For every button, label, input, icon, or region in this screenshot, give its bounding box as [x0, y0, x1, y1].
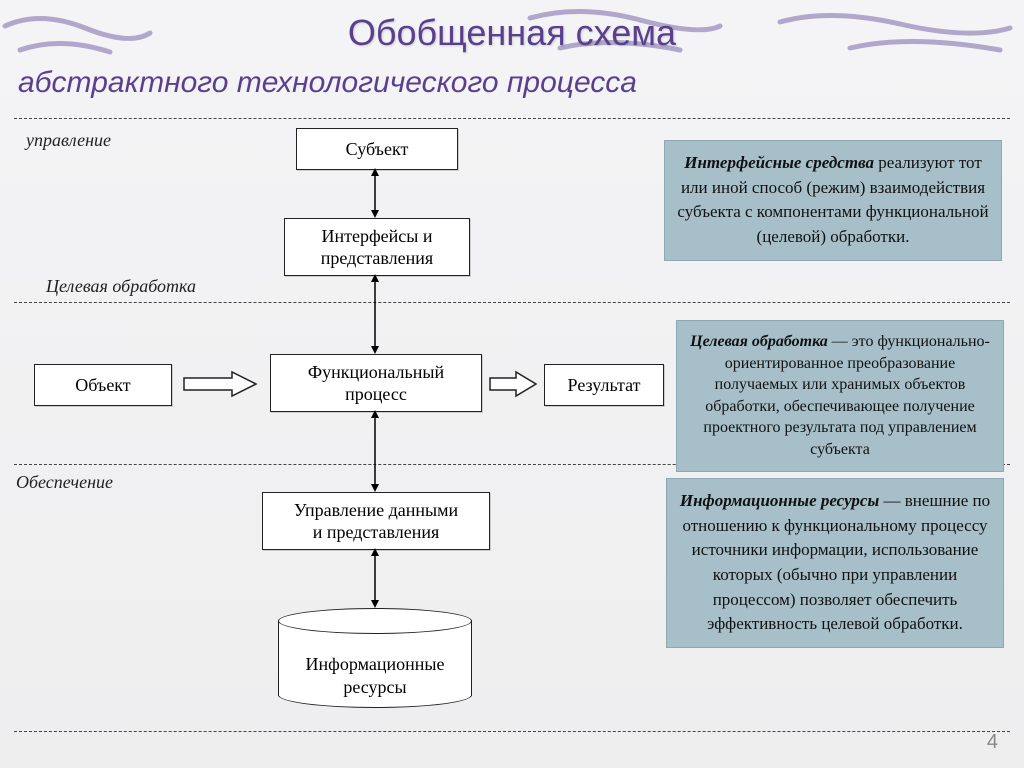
section-label-control: управление — [26, 130, 111, 151]
callout-resources-bold: Информационные ресурсы — [680, 491, 879, 510]
node-cylinder: Информационные ресурсы — [278, 608, 472, 708]
callout-interface: Интерфейсные средства реализуют тот или … — [664, 140, 1002, 261]
section-label-target: Целевая обработка — [46, 276, 196, 297]
slide-title: Обобщенная схема — [0, 12, 1024, 54]
divider-2 — [14, 302, 1010, 303]
arrow-func-datamgmt — [369, 410, 381, 492]
callout-target-text: — это функционально-ориентированное прео… — [703, 333, 989, 458]
divider-1 — [14, 118, 1010, 119]
arrow-interfaces-func — [369, 274, 381, 354]
slide-subtitle: абстрактного технологического процесса — [18, 66, 637, 100]
callout-target-bold: Целевая обработка — [690, 333, 828, 350]
node-subject: Субъект — [296, 128, 458, 170]
callout-target: Целевая обработка — это функционально-ор… — [676, 320, 1004, 472]
page-number: 4 — [987, 731, 998, 754]
node-result: Результат — [544, 364, 664, 406]
slide: Обобщенная схема абстрактного технологич… — [0, 0, 1024, 768]
arrow-subject-interfaces — [369, 168, 381, 218]
callout-interface-bold: Интерфейсные средства — [684, 153, 874, 172]
cylinder-label: Информационные ресурсы — [278, 653, 472, 698]
callout-resources: Информационные ресурсы — внешние по отно… — [666, 478, 1004, 648]
node-object: Объект — [34, 364, 172, 406]
callout-resources-text: — внешние по отношению к функциональному… — [682, 491, 990, 633]
node-func: Функциональный процесс — [270, 354, 482, 412]
block-arrow-object-func — [180, 370, 260, 398]
node-datamgmt: Управление данными и представления — [262, 492, 490, 550]
divider-4 — [14, 731, 1010, 732]
node-interfaces: Интерфейсы и представления — [284, 218, 470, 276]
arrow-datamgmt-cylinder — [369, 548, 381, 608]
section-label-support: Обеспечение — [16, 472, 113, 493]
block-arrow-func-result — [488, 370, 538, 398]
